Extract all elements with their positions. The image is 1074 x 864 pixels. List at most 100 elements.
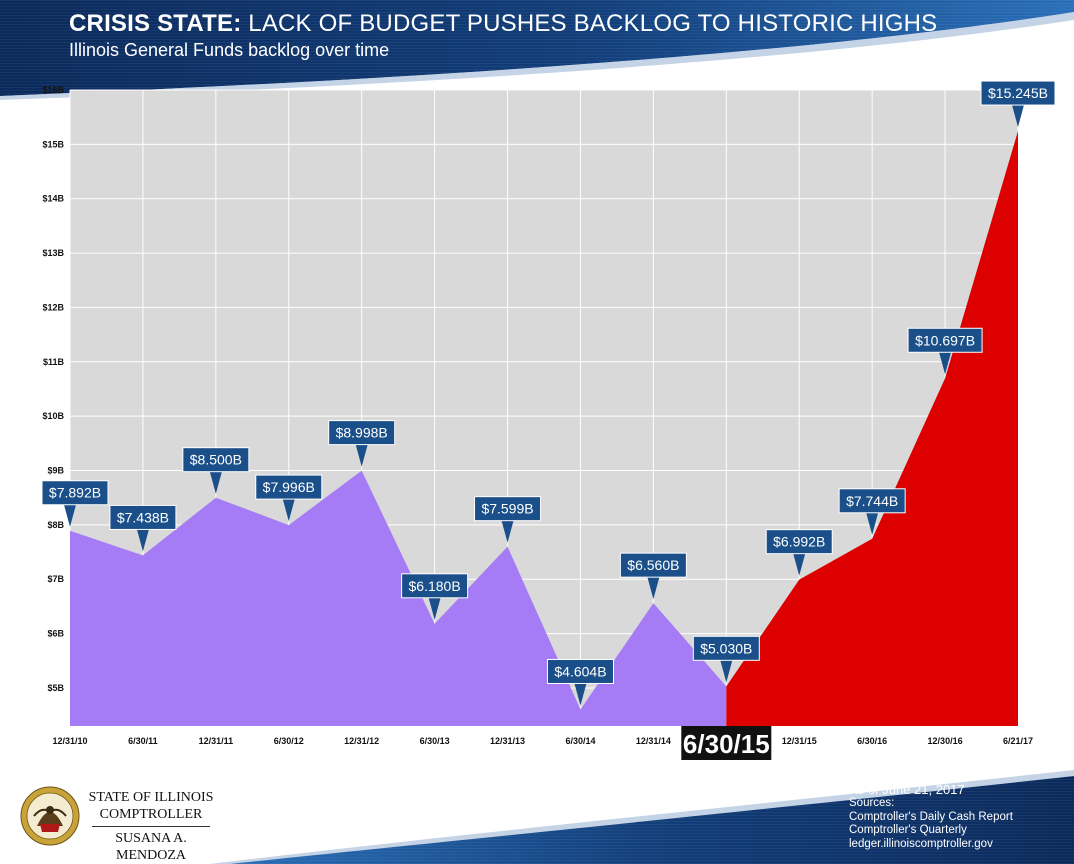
y-tick-label: $10B — [42, 411, 64, 421]
x-tick-label: 12/31/15 — [782, 736, 817, 746]
callout-box — [182, 447, 250, 473]
org-divider — [92, 826, 210, 827]
y-tick-label: $12B — [42, 302, 64, 312]
data-label-callout: $8.998B — [328, 420, 396, 467]
callout-box — [474, 496, 542, 522]
data-label: $15.245B — [988, 85, 1048, 101]
data-label-callout: $7.599B — [474, 496, 542, 543]
x-tick-label: 12/31/12 — [344, 736, 379, 746]
y-tick-label: $9B — [47, 466, 64, 476]
data-label-callout: $7.996B — [255, 474, 323, 522]
data-label: $7.892B — [49, 485, 101, 501]
callout-box — [109, 504, 177, 530]
y-tick-label: $14B — [42, 194, 64, 204]
area-after-6-30-15 — [726, 131, 1018, 727]
y-tick-label: $15B — [42, 139, 64, 149]
data-label-callout: $7.744B — [838, 488, 906, 535]
x-axis: 12/31/10 6/30/11 12/31/11 6/30/12 12/31/12 6/… — [52, 726, 1033, 760]
area-before-6-30-15 — [70, 470, 727, 726]
callout-pointer — [720, 660, 733, 683]
x-tick-label: 6/30/13 — [420, 736, 450, 746]
data-label: $6.180B — [409, 578, 461, 594]
data-label-callout: $6.560B — [619, 552, 687, 600]
callout-box — [41, 480, 109, 506]
data-label-callout: $10.697B — [907, 327, 983, 375]
data-label: $7.599B — [481, 501, 533, 517]
y-axis: $5B $6B $7B $8B $9B $10B $11B $12B $13B $14B $15B $… — [42, 85, 64, 693]
x-tick-label: 6/30/14 — [565, 736, 595, 746]
source-item: Comptroller's Quarterly — [849, 824, 967, 836]
header-banner — [0, 0, 1074, 100]
data-label-callout: $8.500B — [182, 447, 250, 494]
data-label: $5.030B — [700, 640, 752, 656]
footer-banner — [210, 770, 1074, 864]
x-tick-label: 6/21/17 — [1003, 736, 1033, 746]
callout-box — [980, 80, 1056, 106]
callout-pointer — [428, 597, 441, 620]
data-label-callout: $4.604B — [546, 658, 614, 706]
sources-heading: Sources: — [849, 797, 895, 809]
y-tick-label: $13B — [42, 248, 64, 258]
data-label-callout: $15.245B — [980, 80, 1056, 128]
callout-pointer — [209, 471, 222, 494]
callout-pointer — [866, 512, 879, 535]
data-labels: $7.892B $7.438B $8.500B $7.996B $8.998B $6.18… — [41, 80, 1056, 706]
y-tick-label: $6B — [47, 629, 64, 639]
x-tick-label: 6/30/11 — [128, 736, 158, 746]
highlight-date-label: 6/30/15 — [683, 729, 770, 759]
data-label-callout: $7.438B — [109, 504, 177, 552]
data-label: $8.500B — [190, 452, 242, 468]
x-tick-label: 12/31/14 — [636, 736, 671, 746]
data-label-callout: $6.992B — [765, 529, 833, 576]
x-tick-label: 6/30/16 — [857, 736, 887, 746]
org-block: STATE OF ILLINOIS COMPTROLLER SUSANA A. … — [88, 789, 214, 864]
callout-box — [401, 573, 469, 599]
data-label-callout: $6.180B — [401, 573, 469, 620]
callout-pointer — [647, 577, 660, 600]
data-label: $4.604B — [554, 663, 606, 679]
as-of-date: As of June 21, 2017 — [849, 782, 965, 797]
data-label: $6.560B — [627, 557, 679, 573]
callout-box — [692, 635, 760, 661]
org-state: STATE OF ILLINOIS — [88, 790, 214, 805]
area-series — [70, 131, 1018, 727]
callout-box — [765, 529, 833, 555]
callout-pointer — [282, 499, 295, 522]
callout-box — [546, 658, 614, 684]
callout-pointer — [501, 520, 514, 543]
sources-block: Sources: Comptroller's Daily Cash Report… — [849, 797, 1013, 851]
data-label-callout: $7.892B — [41, 480, 109, 527]
title-rest: LACK OF BUDGET PUSHES BACKLOG TO HISTORI… — [248, 10, 938, 37]
x-tick-label: 6/30/12 — [274, 736, 304, 746]
data-label: $8.998B — [336, 425, 388, 441]
x-tick-label: 12/31/10 — [52, 736, 87, 746]
chart-title: CRISIS STATE: LACK OF BUDGET PUSHES BACK… — [69, 10, 937, 38]
callout-box — [907, 327, 983, 353]
data-label: $10.697B — [915, 332, 975, 348]
callout-pointer — [939, 352, 952, 375]
data-label: $7.996B — [263, 479, 315, 495]
callout-pointer — [136, 529, 149, 552]
callout-pointer — [64, 504, 76, 527]
data-label: $6.992B — [773, 534, 825, 550]
source-item: Comptroller's Daily Cash Report — [849, 810, 1013, 823]
callout-pointer — [355, 444, 368, 467]
callout-box — [619, 552, 687, 578]
callout-box — [328, 420, 396, 446]
y-tick-label: $16B — [42, 85, 64, 95]
source-item: ledger.illinoiscomptroller.gov — [849, 837, 993, 850]
data-label: $7.744B — [846, 493, 898, 509]
title-bold: CRISIS STATE: — [69, 10, 242, 37]
data-label: $7.438B — [117, 509, 169, 525]
org-official: SUSANA A. MENDOZA — [115, 831, 187, 863]
y-tick-label: $7B — [47, 574, 64, 584]
highlight-date-box — [681, 726, 772, 760]
x-tick-label: 12/31/11 — [199, 736, 234, 746]
y-tick-label: $5B — [47, 683, 64, 693]
chart-subtitle: Illinois General Funds backlog over time — [69, 40, 390, 60]
callout-box — [838, 488, 906, 514]
state-seal-icon — [20, 786, 80, 846]
x-tick-label: 12/30/16 — [928, 736, 963, 746]
